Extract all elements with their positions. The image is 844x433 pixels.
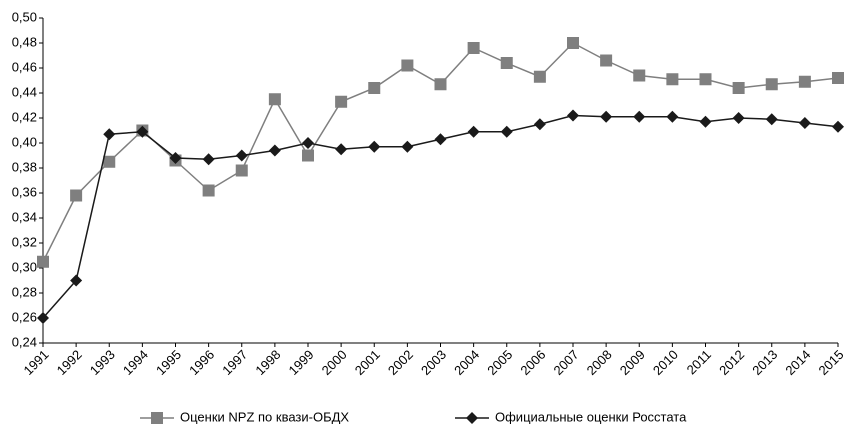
point: [765, 78, 778, 91]
y-tick-label: 0,32: [12, 234, 37, 249]
x-tick-label: 1995: [153, 347, 184, 378]
legend-label: Официальные оценки Росстата: [495, 409, 687, 424]
x-tick-label: 1998: [252, 347, 283, 378]
point: [533, 70, 546, 83]
point: [335, 143, 348, 156]
x-tick-label: 2003: [418, 347, 449, 378]
x-tick-label: 2004: [451, 347, 482, 378]
series-line: [42, 114, 839, 319]
point: [600, 110, 613, 123]
x-tick-label: 2013: [749, 347, 780, 378]
y-tick-label: 0,30: [12, 259, 37, 274]
point: [302, 149, 314, 162]
y-tick-label: 0,28: [12, 284, 37, 299]
x-tick-label: 1996: [186, 347, 217, 378]
x-tick-label: 2009: [617, 347, 648, 378]
point: [832, 72, 844, 84]
point: [732, 82, 745, 94]
point: [500, 57, 513, 69]
x-tick-label: 2000: [319, 347, 350, 378]
x-tick-label: 1993: [87, 347, 118, 378]
point: [666, 73, 679, 86]
point: [70, 189, 83, 202]
point: [567, 109, 579, 122]
point: [335, 95, 348, 108]
point: [70, 274, 83, 287]
point: [832, 120, 844, 133]
point: [798, 117, 811, 129]
point: [600, 54, 613, 67]
point: [765, 113, 778, 126]
y-tick-label: 0,24: [12, 334, 37, 349]
point: [37, 312, 49, 324]
y-tick-label: 0,34: [12, 209, 37, 224]
x-tick-label: 2005: [484, 347, 515, 378]
point: [368, 140, 381, 153]
x-tick-label: 2007: [550, 347, 581, 378]
point: [467, 125, 480, 138]
y-tick-label: 0,48: [12, 34, 37, 49]
x-tick-label: 2006: [517, 347, 548, 378]
point: [103, 128, 116, 141]
point: [202, 184, 215, 197]
point: [151, 412, 163, 424]
y-tick-label: 0,26: [12, 309, 37, 324]
x-tick-label: 2011: [684, 347, 714, 377]
y-tick-label: 0,38: [12, 159, 37, 174]
x-tick-label: 2014: [782, 347, 813, 378]
series-line: [42, 42, 839, 263]
x-tick-label: 2015: [815, 347, 844, 378]
point: [268, 144, 281, 157]
y-tick-label: 0,40: [12, 134, 37, 149]
point: [633, 69, 646, 82]
y-tick-label: 0,42: [12, 109, 37, 124]
point: [732, 112, 745, 124]
point: [466, 412, 478, 424]
point: [467, 42, 480, 54]
point: [434, 133, 447, 146]
x-tick-label: 1992: [54, 347, 85, 378]
point: [37, 255, 49, 268]
y-tick-label: 0,44: [12, 84, 37, 99]
y-tick-label: 0,46: [12, 59, 37, 74]
point: [235, 149, 248, 162]
x-tick-label: 2001: [352, 347, 383, 378]
y-tick-label: 0,50: [12, 9, 37, 24]
point: [268, 93, 281, 106]
point: [666, 110, 679, 123]
x-tick-label: 1994: [120, 347, 151, 378]
point: [136, 125, 149, 138]
point: [202, 153, 215, 166]
x-tick-label: 1999: [285, 347, 316, 378]
point: [567, 37, 579, 49]
x-tick-label: 2002: [385, 347, 416, 378]
point: [401, 140, 414, 153]
point: [699, 73, 712, 86]
point: [302, 137, 314, 149]
point: [500, 125, 513, 138]
x-tick-label: 1997: [219, 347, 250, 378]
point: [103, 155, 116, 168]
point: [401, 59, 414, 72]
x-tick-label: 2010: [650, 347, 681, 378]
point: [368, 82, 381, 94]
point: [434, 78, 447, 91]
point: [699, 115, 712, 128]
point: [235, 164, 248, 177]
point: [798, 75, 811, 88]
x-tick-label: 1991: [20, 347, 51, 378]
point: [169, 152, 182, 164]
x-tick-label: 2008: [584, 347, 615, 378]
legend-label: Оценки NPZ по квази-ОБДХ: [180, 409, 349, 424]
point: [533, 118, 546, 131]
point: [633, 110, 646, 123]
y-tick-label: 0,36: [12, 184, 37, 199]
x-tick-label: 2012: [716, 347, 747, 378]
